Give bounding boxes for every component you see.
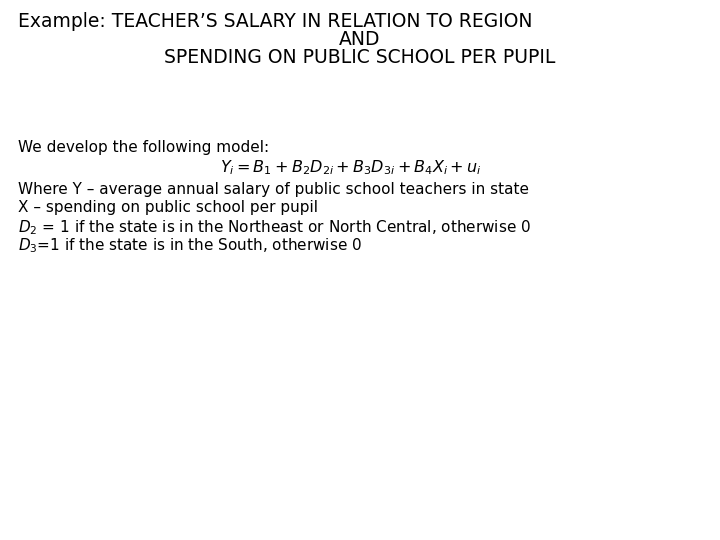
- Text: SPENDING ON PUBLIC SCHOOL PER PUPIL: SPENDING ON PUBLIC SCHOOL PER PUPIL: [164, 48, 556, 67]
- Text: Where Y – average annual salary of public school teachers in state: Where Y – average annual salary of publi…: [18, 182, 529, 197]
- Text: $Y_i = B_1 + B_2D_{2i} + B_3D_{3i} + B_4X_i + u_i$: $Y_i = B_1 + B_2D_{2i} + B_3D_{3i} + B_4…: [220, 158, 482, 177]
- Text: $D_3$=1 if the state is in the South, otherwise 0: $D_3$=1 if the state is in the South, ot…: [18, 236, 362, 255]
- Text: $D_2$ = 1 if the state is in the Northeast or North Central, otherwise 0: $D_2$ = 1 if the state is in the Northea…: [18, 218, 531, 237]
- Text: We develop the following model:: We develop the following model:: [18, 140, 269, 155]
- Text: AND: AND: [339, 30, 381, 49]
- Text: X – spending on public school per pupil: X – spending on public school per pupil: [18, 200, 318, 215]
- Text: Example: TEACHER’S SALARY IN RELATION TO REGION: Example: TEACHER’S SALARY IN RELATION TO…: [18, 12, 533, 31]
